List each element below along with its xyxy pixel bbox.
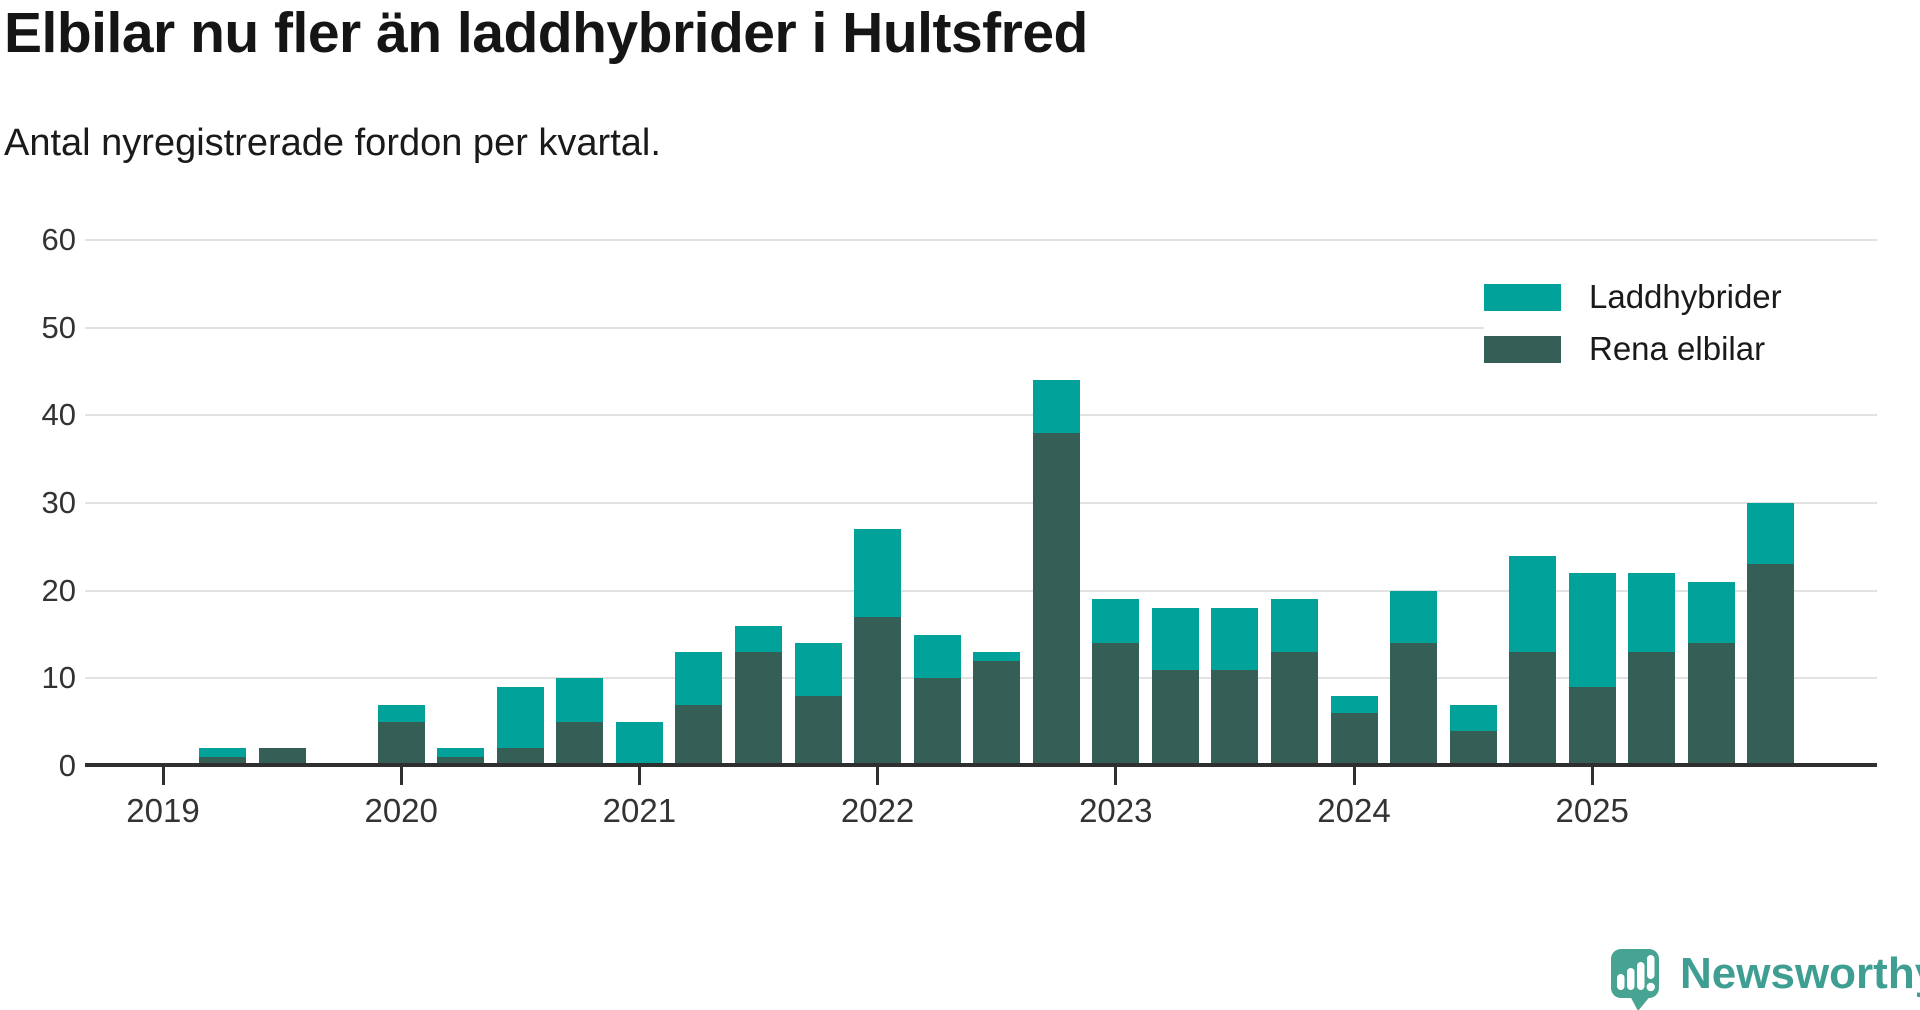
x-axis-tick-label: 2022 [840, 792, 915, 829]
chart-subtitle: Antal nyregistrerade fordon per kvartal. [4, 122, 661, 164]
chart-title: Elbilar nu fler än laddhybrider i Hultsf… [4, 1, 1088, 65]
brand-footer: Newsworthy [1610, 948, 1920, 1010]
bar-segment [735, 625, 782, 653]
bar-segment [1390, 590, 1438, 644]
x-axis-tick [876, 767, 880, 785]
bar-segment [1270, 599, 1318, 653]
x-axis-tick [1590, 767, 1594, 785]
x-axis-tick-label: 2025 [1555, 792, 1629, 829]
bar-segment [1390, 643, 1438, 766]
bar-segment [615, 722, 663, 766]
bar-segment [437, 757, 485, 766]
bar-segment [1032, 380, 1080, 433]
bar-segment [1747, 564, 1795, 766]
y-axis-tick-label: 40 [41, 397, 76, 433]
brand-name: Newsworthy [1680, 949, 1920, 998]
y-axis-tick-label: 30 [41, 485, 76, 521]
x-axis-tick-label: 2020 [364, 792, 438, 829]
x-axis-tick [637, 767, 641, 785]
gridline-y60 [85, 239, 1877, 242]
bar-segment [913, 634, 961, 679]
bar-segment [1687, 581, 1735, 644]
x-axis-line [85, 763, 1877, 767]
bar-segment [1747, 503, 1795, 565]
bar-segment [1032, 432, 1080, 766]
bar-segment [1449, 704, 1497, 731]
bar-segment [854, 529, 902, 617]
bar-segment [1509, 555, 1557, 653]
legend-swatch [1484, 283, 1561, 311]
bar-segment [1330, 713, 1378, 766]
x-axis-tick [1114, 767, 1118, 785]
legend-item: Rena elbilar [1484, 330, 1878, 368]
bar-segment [1568, 687, 1616, 766]
x-axis-tick-label: 2021 [602, 792, 677, 829]
y-axis-tick-label: 0 [58, 748, 76, 783]
bar-segment [675, 652, 723, 705]
bar-segment [199, 748, 247, 758]
legend-item: Laddhybrider [1484, 278, 1878, 316]
x-axis-tick [161, 767, 165, 785]
bar-segment [1211, 669, 1259, 766]
bar-segment [258, 748, 306, 766]
bar-segment [496, 748, 544, 766]
bar-segment [1568, 573, 1616, 688]
x-axis-tick-label: 2019 [126, 792, 200, 829]
bar-segment [1628, 652, 1676, 766]
bar-segment [377, 704, 425, 723]
bar-segment [1509, 652, 1557, 766]
bar-segment [437, 748, 485, 758]
bar-segment [199, 757, 247, 766]
gridline-y40 [85, 414, 1877, 417]
bar-segment [1687, 643, 1735, 766]
newsworthy-logo-icon [1611, 949, 1659, 1010]
legend-label: Laddhybrider [1589, 278, 1782, 315]
bar-segment [1628, 573, 1676, 653]
bar-segment [913, 678, 961, 766]
legend-label: Rena elbilar [1589, 330, 1766, 367]
x-axis-tick-label: 2024 [1317, 792, 1391, 829]
bar-segment [1211, 608, 1259, 670]
bar-segment [1092, 643, 1140, 766]
x-axis-tick [1352, 767, 1356, 785]
bar-segment [675, 704, 723, 766]
bar-segment [794, 643, 842, 696]
bar-segment [1330, 695, 1378, 714]
bar-segment [556, 722, 604, 766]
bar-segment [854, 616, 902, 766]
bar-segment [1151, 608, 1199, 670]
legend-swatch [1484, 335, 1561, 363]
x-axis-tick-label: 2023 [1079, 792, 1153, 829]
y-axis-tick-label: 10 [41, 660, 76, 696]
bar-segment [1449, 730, 1497, 766]
y-axis-tick-label: 60 [41, 222, 76, 258]
y-axis-tick-label: 20 [41, 572, 76, 608]
bar-segment [794, 695, 842, 766]
legend: Laddhybrider Rena elbilar [1484, 268, 1878, 368]
bar-segment [1270, 652, 1318, 766]
gridline-y30 [85, 502, 1877, 505]
y-axis-tick-label: 50 [41, 309, 76, 345]
x-axis-tick [399, 767, 403, 785]
bar-segment [1151, 669, 1199, 766]
bar-segment [556, 678, 604, 723]
gridline-y20 [85, 589, 1877, 592]
gridline-y50 [85, 326, 1877, 329]
bar-segment [1092, 599, 1140, 644]
bar-segment [735, 652, 782, 766]
bar-segment [973, 652, 1021, 661]
bar-segment [496, 687, 544, 749]
bar-segment [377, 722, 425, 766]
bar-segment [973, 660, 1021, 766]
